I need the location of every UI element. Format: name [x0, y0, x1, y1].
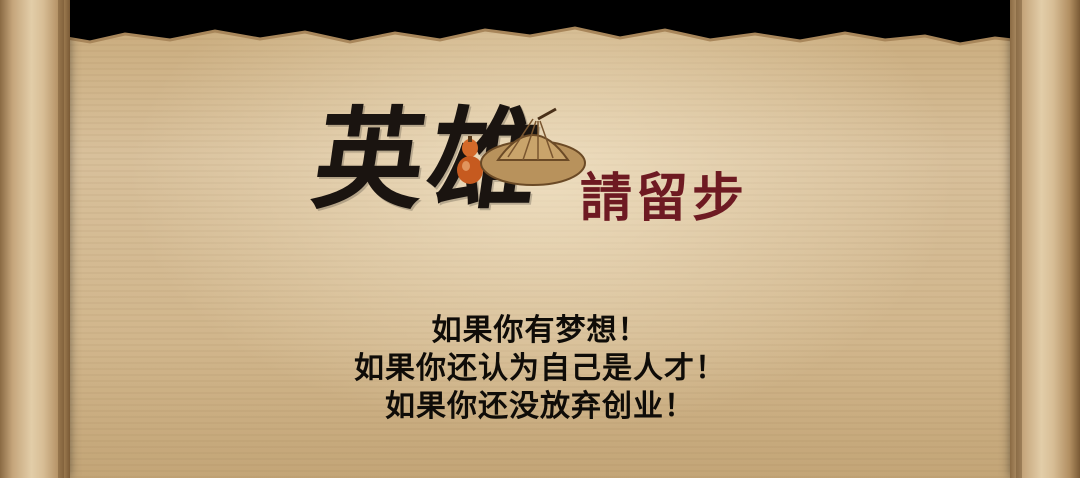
slogan-line: 如果你还没放弃创业！ [385, 389, 695, 424]
torn-edge [54, 0, 1031, 46]
scroll-roll-left [0, 0, 70, 478]
hero-subtitle: 請留步 [580, 168, 749, 229]
slogan-list: 如果你有梦想！ 如果你还认为自己是人才！ 如果你还没放弃创业！ [0, 312, 1080, 426]
slogan-line: 如果你还认为自己是人才！ [354, 351, 726, 386]
scroll-roll-right [1010, 0, 1080, 478]
title-block: 英雄 請留步 [300, 85, 800, 285]
straw-hat-icon [480, 107, 586, 186]
parchment [55, 18, 1030, 478]
slogan-line: 如果你有梦想！ [431, 313, 649, 348]
gourd-icon [457, 136, 483, 184]
